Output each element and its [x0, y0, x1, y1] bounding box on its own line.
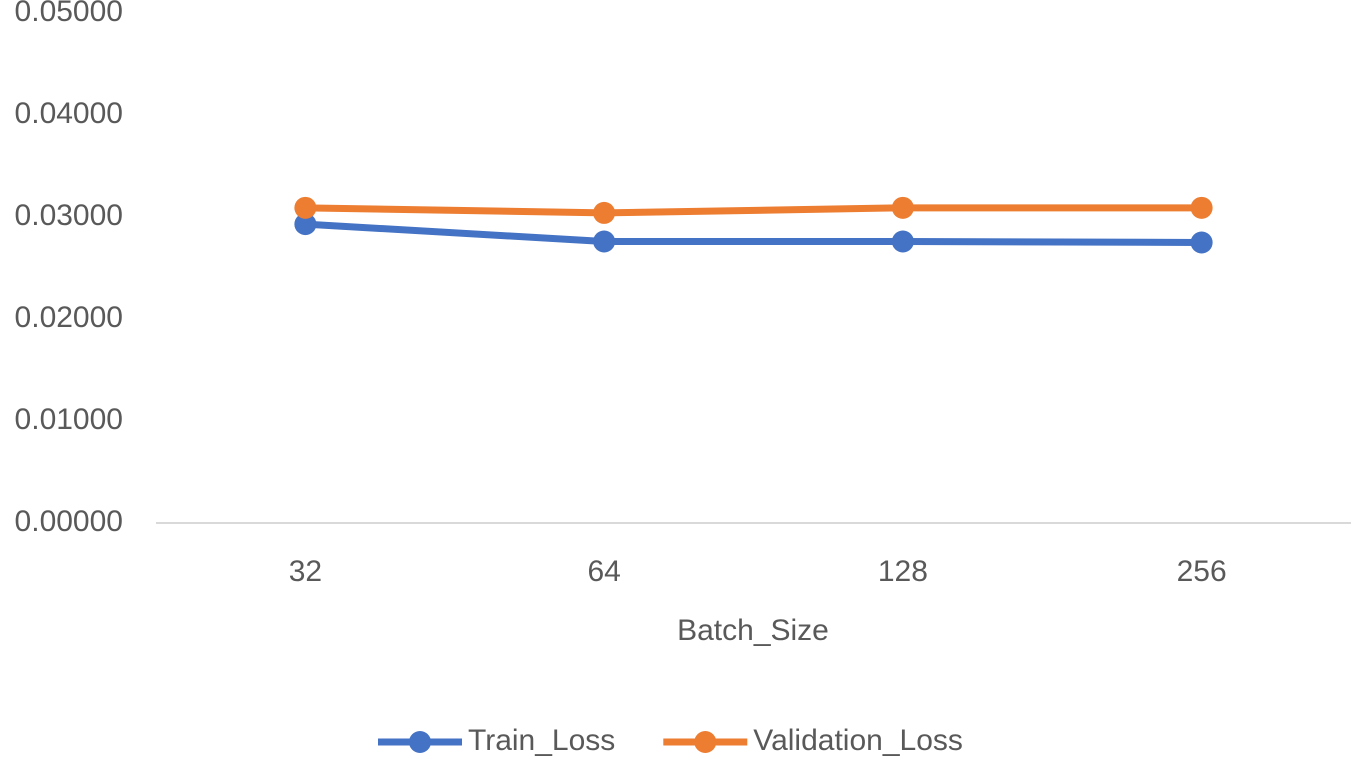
y-tick-label: 0.01000 — [15, 403, 123, 436]
y-tick-label: 0.00000 — [15, 505, 123, 538]
legend-swatch-marker — [409, 731, 431, 753]
series-line — [305, 204, 1202, 217]
y-tick-label: 0.03000 — [15, 199, 123, 232]
x-tick-label: 128 — [878, 555, 928, 588]
y-tick-label: 0.04000 — [15, 97, 123, 130]
series-marker — [891, 196, 914, 219]
series-marker — [891, 230, 914, 253]
series-line — [305, 220, 1202, 246]
x-tick-label: 32 — [289, 555, 322, 588]
series-marker — [294, 196, 317, 219]
x-tick-label: 64 — [587, 555, 620, 588]
y-tick-label: 0.02000 — [15, 301, 123, 334]
legend-label: Validation_Loss — [753, 724, 963, 757]
series-marker — [593, 201, 616, 224]
legend-swatch-marker — [694, 731, 717, 753]
series-marker — [593, 230, 616, 253]
x-axis-title: Batch_Size — [677, 614, 829, 647]
legend-label: Train_Loss — [468, 724, 615, 757]
x-tick-label: 256 — [1177, 555, 1227, 588]
series-marker — [1190, 196, 1213, 219]
series-marker — [294, 213, 317, 236]
y-tick-label: 0.05000 — [15, 0, 123, 28]
series-marker — [1190, 231, 1213, 254]
